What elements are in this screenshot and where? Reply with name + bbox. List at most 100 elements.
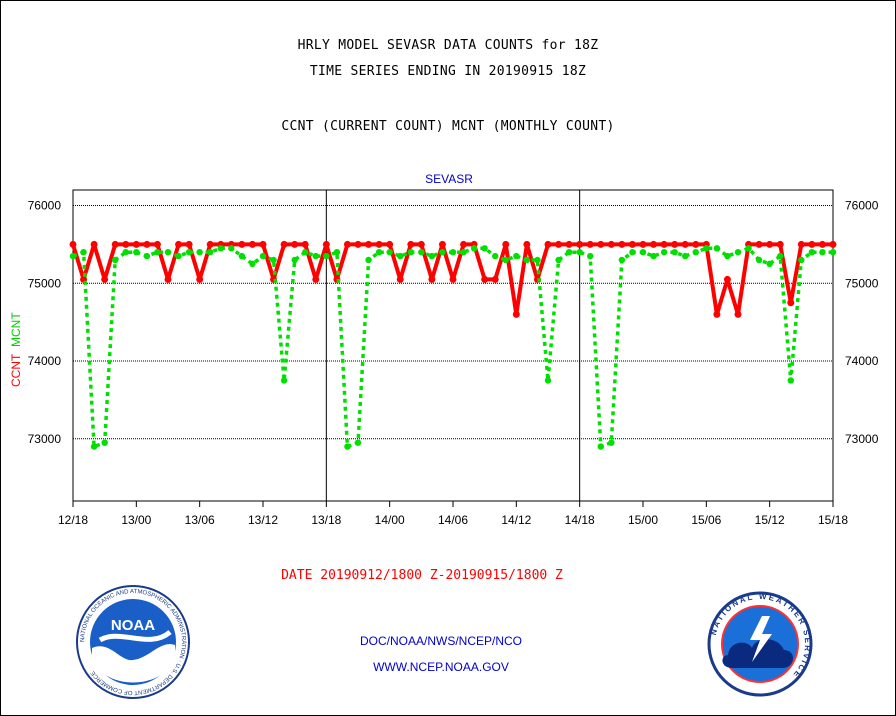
- ccnt-point: [407, 240, 415, 248]
- ccnt-point: [671, 240, 679, 248]
- xtick-label-14/06: 14/06: [438, 513, 468, 527]
- ccnt-point: [386, 240, 394, 248]
- ccnt-point: [428, 275, 436, 283]
- mcnt-point: [671, 249, 678, 256]
- ccnt-point: [776, 240, 784, 248]
- ccnt-point: [354, 240, 362, 248]
- mcnt-point: [185, 249, 193, 256]
- xtick-label-14/18: 14/18: [565, 513, 595, 527]
- ccnt-point: [248, 240, 256, 248]
- ccnt-point: [122, 240, 130, 248]
- ccnt-point: [650, 240, 658, 248]
- xtick-label-14/12: 14/12: [501, 513, 531, 527]
- header-subtitle: TIME SERIES ENDING IN 20190915 18Z: [309, 64, 587, 79]
- mcnt-point: [302, 249, 309, 256]
- mcnt-point: [808, 249, 816, 256]
- xtick-label-14/00: 14/00: [375, 513, 405, 527]
- ccnt-point: [502, 240, 510, 248]
- mcnt-point: [90, 443, 98, 450]
- mcnt-point: [618, 256, 626, 264]
- ytick-left-76000: 76000: [28, 199, 62, 213]
- header-legend-text: CCNT (CURRENT COUNT) MCNT (MONTHLY COUNT…: [281, 119, 615, 134]
- mcnt-point: [639, 249, 647, 256]
- mcnt-point: [323, 252, 330, 260]
- ccnt-point: [692, 240, 700, 248]
- footer-org: DOC/NOAA/NWS/NCEP/NCO: [360, 634, 522, 648]
- mcnt-point: [397, 252, 404, 260]
- mcnt-point: [629, 249, 636, 256]
- mcnt-point: [101, 439, 108, 446]
- ylabel-mcnt: MCNT: [9, 312, 23, 347]
- mcnt-point: [143, 252, 151, 260]
- mcnt-point: [766, 260, 773, 268]
- ccnt-point: [312, 275, 320, 283]
- ccnt-point: [301, 240, 309, 248]
- mcnt-point: [650, 252, 657, 260]
- mcnt-point: [692, 249, 699, 256]
- mcnt-point: [354, 439, 362, 446]
- mcnt-point: [238, 252, 246, 260]
- ccnt-point: [375, 240, 383, 248]
- mcnt-point: [69, 252, 77, 260]
- ccnt-point: [396, 275, 404, 283]
- mcnt-point: [333, 249, 341, 256]
- mcnt-point: [755, 256, 763, 264]
- ytick-left-73000: 73000: [28, 432, 62, 446]
- footer-url: WWW.NCEP.NOAA.GOV: [373, 660, 509, 674]
- ccnt-point: [523, 240, 531, 248]
- header-title: HRLY MODEL SEVASR DATA COUNTS for 18Z: [297, 38, 599, 53]
- ccnt-point: [628, 240, 636, 248]
- ccnt-point: [734, 310, 742, 318]
- nws-logo: NATIONAL WEATHER SERVICE: [707, 591, 813, 697]
- ccnt-point: [576, 240, 584, 248]
- ytick-left-75000: 75000: [28, 276, 62, 290]
- xtick-label-15/12: 15/12: [755, 513, 785, 527]
- mcnt-point: [608, 439, 615, 446]
- mcnt-point: [576, 249, 583, 256]
- mcnt-point: [375, 249, 383, 256]
- ccnt-point: [808, 240, 816, 248]
- ccnt-point: [766, 240, 774, 248]
- ccnt-point: [143, 240, 151, 248]
- mcnt-point: [587, 252, 594, 260]
- ccnt-point: [512, 310, 520, 318]
- ccnt-point: [818, 240, 826, 248]
- grid-lines: [73, 205, 833, 440]
- mcnt-point: [513, 252, 520, 260]
- mcnt-point: [470, 245, 478, 252]
- mcnt-point: [196, 249, 203, 256]
- ccnt-point: [660, 240, 668, 248]
- mcnt-point: [449, 249, 457, 256]
- ccnt-point: [449, 275, 457, 283]
- mcnt-point: [365, 256, 372, 264]
- ccnt-point: [544, 240, 552, 248]
- mcnt-point: [724, 252, 731, 260]
- plot-frame: [72, 189, 834, 502]
- ccnt-point: [153, 240, 161, 248]
- axes: 73000 73000 74000 74000 75000 75000 76000 76000…: [28, 189, 879, 527]
- ccnt-point: [618, 240, 626, 248]
- mcnt-point: [270, 256, 277, 264]
- mcnt-point: [291, 256, 298, 264]
- ccnt-point: [481, 275, 489, 283]
- ccnt-point: [460, 240, 468, 248]
- ccnt-point: [797, 240, 805, 248]
- ccnt-point: [491, 275, 499, 283]
- mcnt-point: [228, 245, 235, 252]
- ccnt-point: [175, 240, 183, 248]
- ccnt-point: [365, 240, 373, 248]
- mcnt-point: [703, 245, 710, 252]
- mcnt-point: [80, 249, 87, 256]
- xtick-label-13/12: 13/12: [248, 513, 278, 527]
- mcnt-point: [777, 252, 784, 260]
- xtick-label-13/00: 13/00: [121, 513, 151, 527]
- mcnt-point: [565, 249, 573, 256]
- mcnt-point: [787, 377, 794, 384]
- ytick-right-74000: 74000: [845, 354, 879, 368]
- mcnt-point: [597, 443, 604, 450]
- mcnt-point: [481, 245, 488, 252]
- ccnt-point: [565, 240, 573, 248]
- ccnt-point: [586, 240, 594, 248]
- mcnt-point: [492, 252, 499, 260]
- ccnt-point: [238, 240, 246, 248]
